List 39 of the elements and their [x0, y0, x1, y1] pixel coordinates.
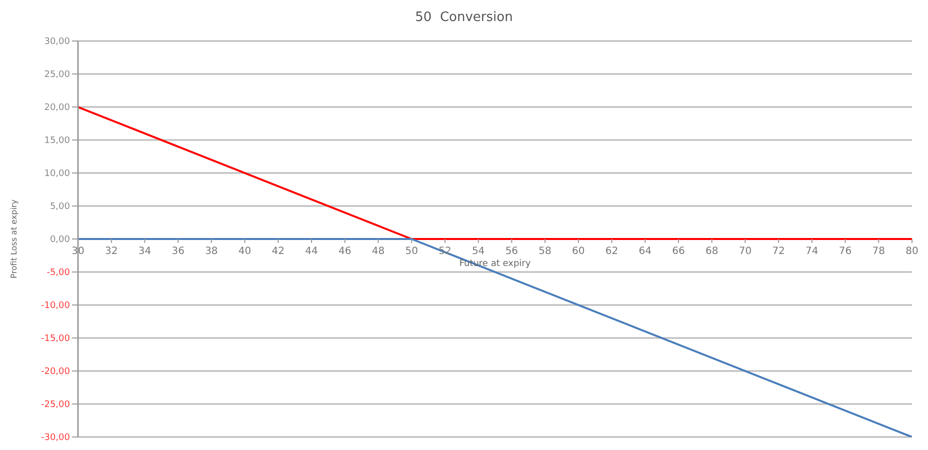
- x-tick-label: 80: [906, 246, 918, 257]
- y-tick-label: 5,00: [50, 202, 70, 212]
- x-tick-label: 60: [572, 246, 585, 257]
- x-tick-label: 78: [872, 246, 886, 257]
- x-tick-label: 56: [505, 246, 518, 257]
- x-tick-label: 46: [338, 246, 352, 257]
- x-tick-label: 54: [472, 246, 485, 257]
- y-axis-title: Profit Loss at expiry: [10, 200, 18, 278]
- x-tick-label: 50: [405, 246, 418, 257]
- y-tick-label: 15,00: [44, 136, 70, 146]
- x-tick-label: 38: [205, 246, 218, 257]
- x-tick-label: 36: [172, 246, 184, 257]
- y-tick-label: -10,00: [40, 301, 70, 311]
- y-tick-label: -5,00: [46, 268, 70, 278]
- x-tick-label: 34: [138, 246, 152, 257]
- x-tick-label: 40: [238, 246, 252, 257]
- x-tick-label: 62: [605, 246, 618, 257]
- y-tick-label: 30,00: [44, 37, 70, 47]
- x-tick-label: 68: [705, 246, 718, 257]
- x-tick-label: 44: [305, 246, 318, 257]
- x-tick-label: 72: [772, 246, 785, 257]
- y-tick-label: 0,00: [50, 235, 70, 245]
- x-tick-label: 70: [738, 246, 752, 257]
- x-tick-label: 66: [672, 246, 685, 257]
- y-tick-label: 10,00: [44, 169, 70, 179]
- x-tick-label: 64: [638, 246, 652, 257]
- x-tick-label: 58: [538, 246, 552, 257]
- x-tick-label: 32: [104, 246, 118, 257]
- x-tick-label: 76: [838, 246, 852, 257]
- x-tick-label: 42: [272, 246, 285, 257]
- chart-title: 50 Conversion: [414, 10, 514, 25]
- x-tick-label: 48: [372, 246, 385, 257]
- x-tick-label: 74: [806, 246, 818, 257]
- y-tick-label: -30,00: [40, 433, 70, 443]
- y-tick-label: -15,00: [40, 334, 70, 344]
- y-tick-label: 25,00: [44, 70, 70, 80]
- y-tick-label: -25,00: [40, 400, 70, 410]
- y-tick-label: -20,00: [40, 367, 70, 377]
- y-tick-label: 20,00: [44, 103, 70, 113]
